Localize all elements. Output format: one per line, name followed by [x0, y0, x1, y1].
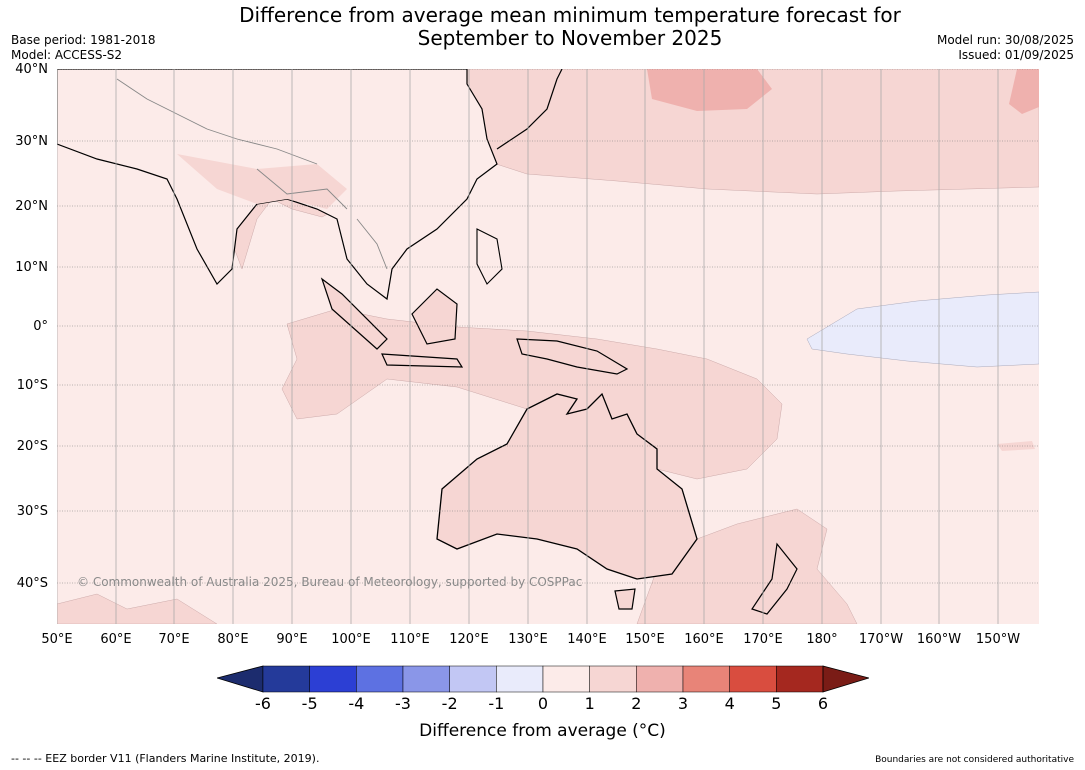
colorbar-segment: [682, 665, 730, 693]
java: [381, 353, 464, 368]
lon-label: 160°E: [684, 632, 724, 647]
colorbar-tick-label: 3: [677, 694, 689, 713]
lat-label-40s: 40°S: [16, 576, 48, 591]
warm-region-fiji: [997, 441, 1035, 451]
colorbar-tick-label: -2: [441, 694, 458, 713]
colorbar-tick-label: 4: [724, 694, 735, 713]
lon-label: 90°E: [276, 632, 308, 647]
colorbar-segment: [636, 665, 684, 693]
lat-label-30s: 30°S: [16, 504, 48, 519]
colorbar-segment: [776, 665, 824, 693]
gridlines: [57, 69, 1039, 584]
colorbar-segment: [402, 665, 450, 693]
model-name: Model: ACCESS-S2: [11, 48, 123, 62]
colorbar-segment: [589, 665, 637, 693]
lon-label: 160°W: [916, 632, 962, 647]
colorbar: [217, 665, 869, 693]
boundaries-note: Boundaries are not considered authoritat…: [875, 755, 1074, 765]
lon-label: 70°E: [158, 632, 190, 647]
lon-label: 130°E: [508, 632, 548, 647]
lon-label: 170°E: [743, 632, 783, 647]
australia-landmass: [436, 392, 698, 580]
lon-label: 170°W: [858, 632, 904, 647]
meta-left: Base period: 1981-2018 Model: ACCESS-S2: [11, 33, 156, 63]
lon-label: 150°W: [975, 632, 1021, 647]
colorbar-segment: [729, 665, 777, 693]
colorbar-segment: [309, 665, 357, 693]
lon-label: 180°: [806, 632, 838, 647]
map-title: Difference from average mean minimum tem…: [170, 4, 970, 50]
lat-label-10s: 10°S: [16, 378, 48, 393]
colorbar-label: Difference from average (°C): [419, 721, 666, 741]
himalaya-warm: [177, 154, 347, 209]
colorbar-segment: [356, 665, 404, 693]
colorbar-tick-label: -5: [301, 694, 318, 713]
lon-label: 50°E: [41, 632, 73, 647]
warm-region-maritime: [281, 308, 783, 480]
lon-label: 110°E: [390, 632, 430, 647]
colorbar-tick-label: -4: [348, 694, 365, 713]
colorbar-segment: [542, 665, 590, 693]
copyright-credit: © Commonwealth of Australia 2025, Bureau…: [77, 575, 583, 589]
colorbar-tick-label: -3: [395, 694, 411, 713]
warm-region-pacific-north: [647, 69, 772, 111]
title-line-2: September to November 2025: [417, 26, 723, 50]
lat-label-40n: 40°N: [15, 62, 48, 77]
title-line-1: Difference from average mean minimum tem…: [239, 3, 901, 27]
lon-label: 60°E: [100, 632, 132, 647]
warm-region-east-edge: [1009, 69, 1039, 114]
meridians: [57, 69, 999, 624]
cool-region-pacific: [806, 291, 1039, 368]
eez-note: -- -- -- EEZ border V11 (Flanders Marine…: [11, 752, 320, 765]
tasmania: [614, 588, 636, 610]
colorbar-tick-label: 2: [631, 694, 642, 713]
model-run: Model run: 30/08/2025: [936, 33, 1074, 47]
borneo: [411, 288, 458, 345]
base-period: Base period: 1981-2018: [11, 33, 156, 47]
lon-label: 120°E: [449, 632, 489, 647]
colorbar-tick-label: 5: [771, 694, 782, 713]
issued-date: Issued: 01/09/2025: [958, 48, 1074, 62]
colorbar-tick-label: -1: [488, 694, 505, 713]
lat-label-0: 0°: [33, 319, 48, 334]
new-guinea: [516, 338, 629, 375]
lat-label-10n: 10°N: [15, 260, 48, 275]
lat-label-20n: 20°N: [15, 199, 48, 214]
philippines: [476, 228, 503, 285]
colorbar-high-extend: [822, 665, 869, 693]
japan: [496, 69, 563, 150]
sumatra: [320, 277, 388, 350]
warm-region-southwest: [57, 593, 218, 624]
lon-label: 150°E: [625, 632, 665, 647]
lon-label: 80°E: [217, 632, 249, 647]
lon-label: 100°E: [331, 632, 371, 647]
colorbar-low-extend: [217, 665, 264, 693]
country-borders: [116, 78, 388, 270]
colorbar-segment: [262, 665, 310, 693]
colorbar-segment: [449, 665, 497, 693]
colorbar-tick-label: 1: [584, 694, 595, 713]
forecast-map: [57, 69, 1039, 624]
colorbar-tick-label: -6: [255, 694, 271, 713]
lat-label-20s: 20°S: [16, 439, 48, 454]
colorbar-tick-label: 0: [537, 694, 549, 713]
meta-right: Model run: 30/08/2025 Issued: 01/09/2025: [937, 33, 1074, 63]
colorbar-segment: [496, 665, 544, 693]
colorbar-tick-label: 6: [817, 694, 829, 713]
lat-label-30n: 30°N: [15, 134, 48, 149]
lon-label: 140°E: [567, 632, 607, 647]
